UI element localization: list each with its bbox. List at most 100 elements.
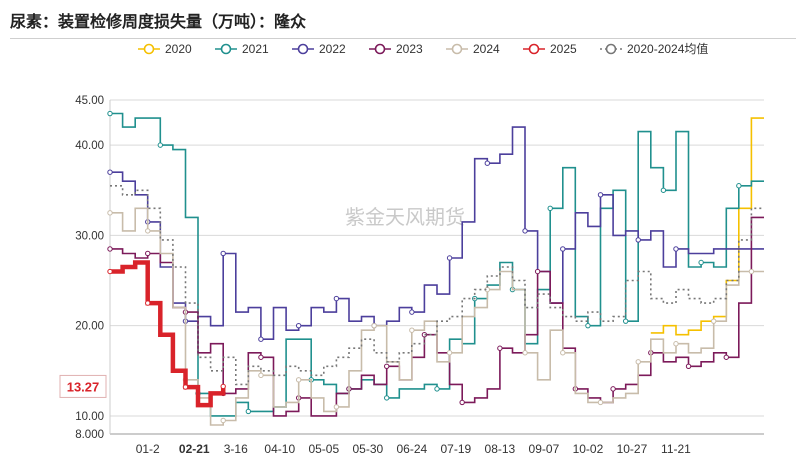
legend-label: 2025 xyxy=(550,42,577,56)
series-2020-2024均值 xyxy=(110,185,764,386)
x-tick-label: 09-07 xyxy=(529,442,560,456)
y-axis: 8.000 10.00 20.00 30.00 40.00 45.00 xyxy=(75,95,104,441)
series-2021 xyxy=(107,110,764,417)
data-point xyxy=(736,183,742,189)
data-point xyxy=(245,408,252,415)
data-point xyxy=(635,237,641,243)
data-point xyxy=(673,246,679,252)
legend-swatch-marker xyxy=(220,43,232,55)
x-tick-label: 02-21 xyxy=(179,442,210,456)
data-point xyxy=(685,363,692,369)
x-tick-label: 05-05 xyxy=(308,442,339,456)
data-point xyxy=(295,322,302,329)
data-point xyxy=(409,309,415,315)
series-line xyxy=(110,260,226,408)
data-point xyxy=(698,259,704,266)
data-point xyxy=(446,350,453,356)
y-tick-label: 30.00 xyxy=(75,230,104,242)
legend-item: 2021 xyxy=(215,42,269,56)
x-tick-label: 08-13 xyxy=(485,442,516,456)
y-tick-label: 8.000 xyxy=(75,429,104,441)
data-point xyxy=(182,384,189,390)
data-point xyxy=(484,160,491,166)
x-tick-label: 05-30 xyxy=(352,442,383,456)
chart-title: 尿素：装置检修周度损失量（万吨）：隆众 xyxy=(10,12,307,31)
data-point xyxy=(622,318,629,324)
series-lines xyxy=(107,110,764,426)
legend-swatch-marker xyxy=(374,43,386,55)
series-line xyxy=(110,207,764,426)
series-2024 xyxy=(107,207,764,426)
data-point xyxy=(107,210,113,216)
legend-item: 2022 xyxy=(292,42,346,56)
data-point xyxy=(585,322,591,329)
x-tick-label: 10-27 xyxy=(617,442,648,456)
legend-swatch-marker xyxy=(143,43,155,55)
legend-swatch-marker xyxy=(605,43,617,55)
legend-label: 2020-2024均值 xyxy=(627,41,708,56)
data-point xyxy=(145,250,151,257)
series-line xyxy=(110,185,764,386)
legend-swatch-marker xyxy=(297,43,309,55)
legend-swatch-marker xyxy=(451,43,463,55)
latest-value-box xyxy=(59,374,107,398)
series-line xyxy=(110,112,764,417)
y-tick-label: 45.00 xyxy=(75,95,104,107)
legend-label: 2023 xyxy=(396,42,423,56)
data-point xyxy=(560,350,566,356)
data-point xyxy=(220,250,226,257)
latest-value-label: 13.27 xyxy=(59,374,107,398)
latest-value-text: 13.27 xyxy=(67,379,100,394)
legend-label: 2024 xyxy=(473,42,500,56)
legend-item: 2020 xyxy=(138,42,192,56)
data-point xyxy=(421,332,428,338)
series-2020 xyxy=(650,117,764,336)
data-point xyxy=(383,363,390,369)
legend: 2020 2021 2022 2023 2024 2025 2020-2024均值 xyxy=(138,41,708,56)
data-point xyxy=(107,246,113,252)
data-point xyxy=(434,386,440,392)
legend-item: 2025 xyxy=(523,42,577,56)
data-point xyxy=(534,268,541,275)
series-line xyxy=(650,117,764,336)
legend-label: 2021 xyxy=(242,42,269,56)
data-point xyxy=(333,404,340,410)
data-point xyxy=(597,192,604,198)
data-point xyxy=(333,295,340,302)
legend-swatch-marker xyxy=(528,43,540,55)
data-point xyxy=(220,383,226,390)
data-point xyxy=(157,142,164,148)
y-tick-label: 20.00 xyxy=(75,321,104,333)
x-tick-label: 06-24 xyxy=(396,442,427,456)
grid-lines xyxy=(109,99,764,435)
data-point xyxy=(522,228,528,234)
data-point xyxy=(748,268,755,275)
data-point xyxy=(371,322,377,329)
data-point xyxy=(107,169,113,175)
series-2025 xyxy=(107,260,226,408)
y-tick-label: 10.00 xyxy=(75,411,104,423)
x-tick-label: 01-2 xyxy=(136,442,160,456)
series-2022 xyxy=(107,126,764,342)
data-point xyxy=(597,399,604,406)
data-point xyxy=(710,318,717,324)
legend-item: 2024 xyxy=(446,42,500,56)
data-point xyxy=(258,354,264,360)
data-point xyxy=(610,386,616,392)
data-point xyxy=(383,395,390,401)
data-point xyxy=(673,341,679,347)
x-tick-label: 11-21 xyxy=(661,442,691,456)
data-point xyxy=(459,399,465,406)
legend-label: 2020 xyxy=(165,42,192,56)
data-point xyxy=(522,350,528,356)
data-point xyxy=(107,110,113,117)
data-point xyxy=(220,417,226,424)
data-point xyxy=(547,205,553,212)
legend-item: 2023 xyxy=(369,42,423,56)
data-point xyxy=(660,187,667,193)
x-tick-label: 04-10 xyxy=(264,442,295,456)
x-axis: 01-2 02-21 3-16 04-10 05-05 05-30 06-24 07-19 08… xyxy=(136,442,691,456)
data-point xyxy=(446,255,453,261)
x-tick-label: 10-02 xyxy=(573,442,604,456)
